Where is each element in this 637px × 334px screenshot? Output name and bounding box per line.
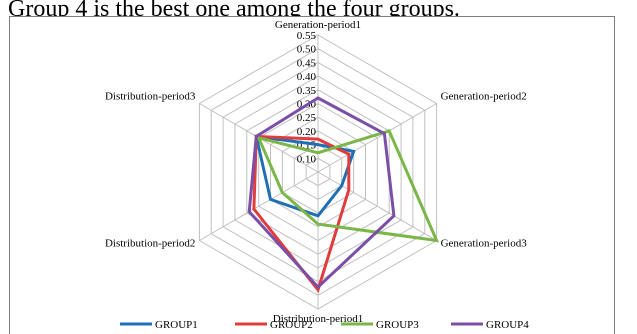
legend-label-group4: GROUP4: [486, 319, 529, 331]
legend-label-group1: GROUP1: [155, 319, 198, 331]
tick-label-0.55: 0.55: [297, 30, 317, 42]
axis-label-distribution-period1: Distribution-period1: [273, 313, 363, 325]
spoke-1: [317, 103, 437, 173]
tick-label-0.40: 0.40: [297, 71, 317, 83]
axis-label-distribution-period2: Distribution-period2: [105, 238, 195, 250]
series-line-group3: [256, 129, 440, 243]
tick-label-0.25: 0.25: [297, 112, 317, 124]
tick-label-0.20: 0.20: [297, 126, 317, 138]
tick-label-0.50: 0.50: [297, 44, 317, 56]
spoke-4: [199, 171, 319, 241]
spoke-2: [317, 171, 437, 241]
axis-label-generation-period1: Generation-period1: [275, 19, 361, 31]
axis-label-distribution-period3: Distribution-period3: [105, 91, 196, 103]
legend-label-group3: GROUP3: [376, 319, 419, 331]
chart-legend: GROUP1 GROUP2 GROUP3 GROUP4: [120, 319, 529, 331]
tick-label-0.45: 0.45: [297, 57, 317, 69]
axis-label-generation-period2: Generation-period2: [441, 91, 527, 103]
tick-label-0.10: 0.10: [297, 153, 317, 165]
radar-series: [247, 96, 440, 293]
radar-axis-labels: Generation-period1 Generation-period2 Gene…: [105, 19, 527, 325]
legend-label-group2: GROUP2: [270, 319, 313, 331]
series-line-group4: [247, 96, 396, 290]
tick-label-0.35: 0.35: [297, 85, 317, 97]
axis-label-generation-period3: Generation-period3: [441, 238, 528, 250]
